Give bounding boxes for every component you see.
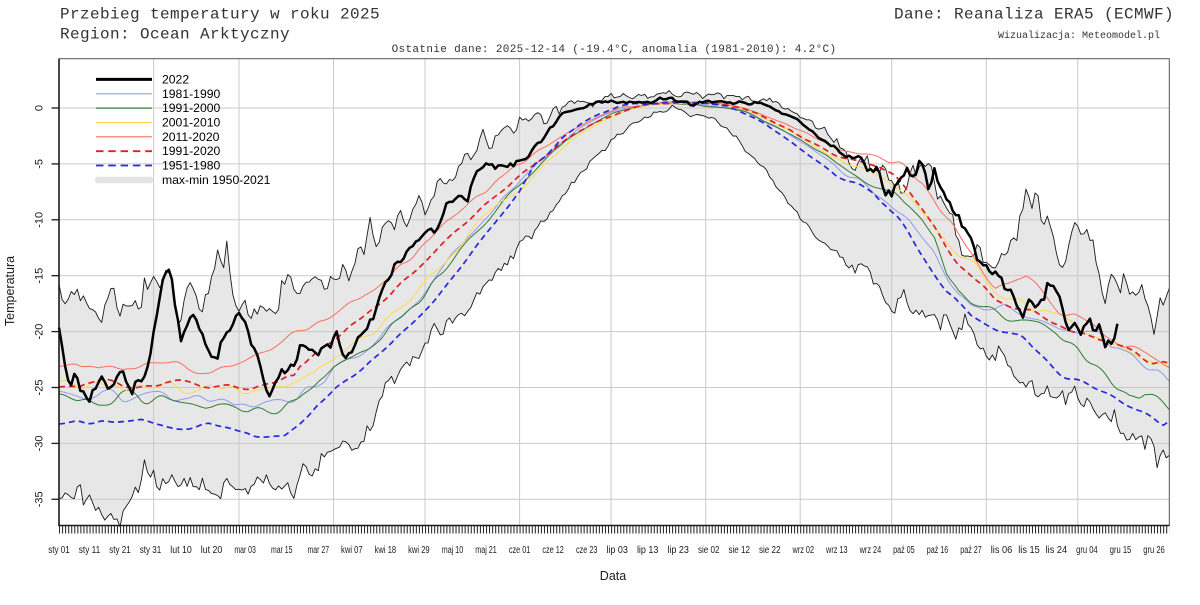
svg-text:sty 31: sty 31 (140, 545, 162, 556)
svg-text:Przebieg temperatury w roku 20: Przebieg temperatury w roku 2025 (60, 6, 380, 24)
svg-text:wrz 13: wrz 13 (825, 545, 848, 556)
svg-text:lis 15: lis 15 (1018, 545, 1040, 556)
svg-text:kwi 18: kwi 18 (375, 545, 397, 556)
svg-text:lut 20: lut 20 (201, 545, 223, 556)
svg-text:-30: -30 (34, 435, 46, 451)
svg-text:1981-1990: 1981-1990 (162, 87, 221, 101)
svg-text:maj 21: maj 21 (475, 545, 497, 556)
svg-text:kwi 29: kwi 29 (408, 545, 430, 556)
svg-text:-15: -15 (34, 268, 46, 284)
svg-text:sty 01: sty 01 (48, 545, 70, 556)
svg-text:gru 04: gru 04 (1076, 545, 1098, 556)
svg-text:Data: Data (600, 569, 626, 583)
svg-text:maj 10: maj 10 (442, 545, 464, 556)
svg-text:paź 16: paź 16 (927, 545, 949, 556)
svg-text:gru 26: gru 26 (1143, 545, 1165, 556)
svg-text:gru 15: gru 15 (1110, 545, 1132, 556)
svg-text:-35: -35 (34, 491, 46, 507)
svg-text:paź 05: paź 05 (893, 545, 915, 556)
svg-text:Temperatura: Temperatura (3, 256, 17, 326)
svg-text:2001-2010: 2001-2010 (162, 116, 221, 130)
svg-text:wrz 24: wrz 24 (859, 545, 882, 556)
svg-text:lip 03: lip 03 (606, 545, 628, 556)
svg-text:kwi 07: kwi 07 (341, 545, 363, 556)
svg-text:mar 03: mar 03 (234, 545, 256, 556)
svg-text:paź 27: paź 27 (960, 545, 982, 556)
svg-text:1991-2020: 1991-2020 (162, 144, 221, 158)
svg-text:Ostatnie dane: 2025-12-14 (-19: Ostatnie dane: 2025-12-14 (-19.4°C, anom… (392, 44, 837, 56)
svg-text:-25: -25 (34, 380, 46, 396)
svg-text:2022: 2022 (162, 72, 189, 86)
svg-text:Dane: Reanaliza ERA5 (ECMWF): Dane: Reanaliza ERA5 (ECMWF) (894, 6, 1174, 24)
svg-text:sty 21: sty 21 (109, 545, 131, 556)
svg-text:cze 23: cze 23 (576, 545, 598, 556)
svg-text:sie 22: sie 22 (759, 545, 781, 556)
svg-text:-20: -20 (34, 324, 46, 340)
svg-text:lip 13: lip 13 (637, 545, 659, 556)
svg-text:0: 0 (34, 105, 46, 111)
svg-text:wrz 02: wrz 02 (792, 545, 815, 556)
svg-text:cze 12: cze 12 (542, 545, 564, 556)
svg-text:Region: Ocean Arktyczny: Region: Ocean Arktyczny (60, 26, 290, 44)
svg-text:sie 02: sie 02 (698, 545, 720, 556)
svg-text:cze 01: cze 01 (509, 545, 531, 556)
svg-text:max-min 1950-2021: max-min 1950-2021 (162, 173, 271, 187)
svg-text:1991-2000: 1991-2000 (162, 101, 221, 115)
svg-text:-5: -5 (34, 159, 46, 169)
svg-text:lis 24: lis 24 (1046, 545, 1068, 556)
svg-text:mar 27: mar 27 (308, 545, 330, 556)
svg-text:lip 23: lip 23 (667, 545, 689, 556)
svg-text:lis 06: lis 06 (991, 545, 1013, 556)
svg-text:1951-1980: 1951-1980 (162, 159, 221, 173)
svg-text:lut 10: lut 10 (170, 545, 192, 556)
svg-text:sty 11: sty 11 (79, 545, 101, 556)
svg-text:-10: -10 (34, 212, 46, 228)
svg-text:mar 15: mar 15 (271, 545, 293, 556)
svg-text:Wizualizacja: Meteomodel.pl: Wizualizacja: Meteomodel.pl (998, 30, 1160, 42)
svg-text:2011-2020: 2011-2020 (162, 130, 220, 144)
svg-text:sie 12: sie 12 (728, 545, 750, 556)
